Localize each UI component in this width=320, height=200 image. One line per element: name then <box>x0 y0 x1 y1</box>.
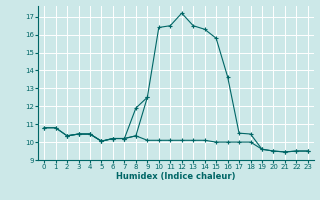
X-axis label: Humidex (Indice chaleur): Humidex (Indice chaleur) <box>116 172 236 181</box>
